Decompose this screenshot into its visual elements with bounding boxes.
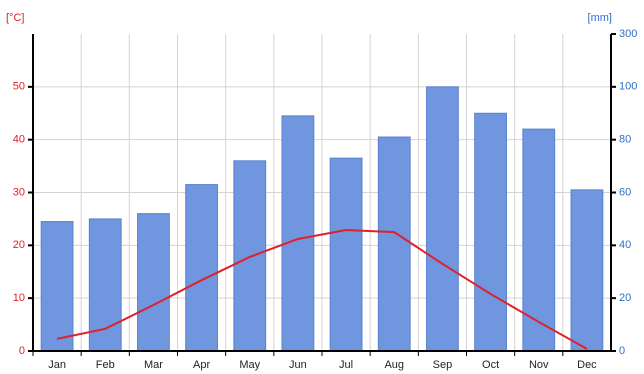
bar (329, 157, 363, 352)
y2-tick-label: 80 (619, 134, 631, 146)
bar (185, 184, 218, 352)
y2-tick-label: 0 (619, 345, 625, 357)
x-tick-label: Aug (384, 359, 404, 371)
y-tick-label: 20 (13, 239, 25, 251)
line (56, 229, 588, 350)
x-tick-label: Mar (144, 359, 163, 371)
y2-tick-label: 20 (619, 292, 631, 304)
bar (570, 189, 604, 352)
x-tick-label: Apr (193, 359, 210, 371)
y2-tick-label: 300 (619, 28, 637, 40)
y-tick-label: 50 (13, 81, 25, 93)
y2-tick-label: 60 (619, 186, 631, 198)
x-tick-label: Dec (577, 359, 597, 371)
bar (40, 221, 74, 352)
x-tick-label: Sep (433, 359, 453, 371)
x-tick-label: Jan (48, 359, 66, 371)
y-axis-label: [°C] (6, 12, 24, 24)
x-tick-label: Jul (339, 359, 353, 371)
y2-tick-label: 40 (619, 239, 631, 251)
x-tick-label: Feb (96, 359, 115, 371)
y2-tick-label: 100 (619, 81, 637, 93)
y-tick-label: 40 (13, 134, 25, 146)
x-tick-label: Nov (529, 359, 549, 371)
bar (522, 128, 556, 352)
x-tick-label: Oct (482, 359, 499, 371)
bar (281, 115, 315, 352)
y-tick-label: 30 (13, 186, 25, 198)
x-tick-label: May (239, 359, 260, 371)
bar (137, 213, 170, 352)
x-tick-label: Jun (289, 359, 307, 371)
y-tick-label: 10 (13, 292, 25, 304)
bar (474, 112, 507, 352)
bar (426, 86, 459, 352)
bar (377, 136, 411, 352)
y-tick-label: 0 (19, 345, 25, 357)
y2-axis-label: [mm] (588, 12, 612, 24)
